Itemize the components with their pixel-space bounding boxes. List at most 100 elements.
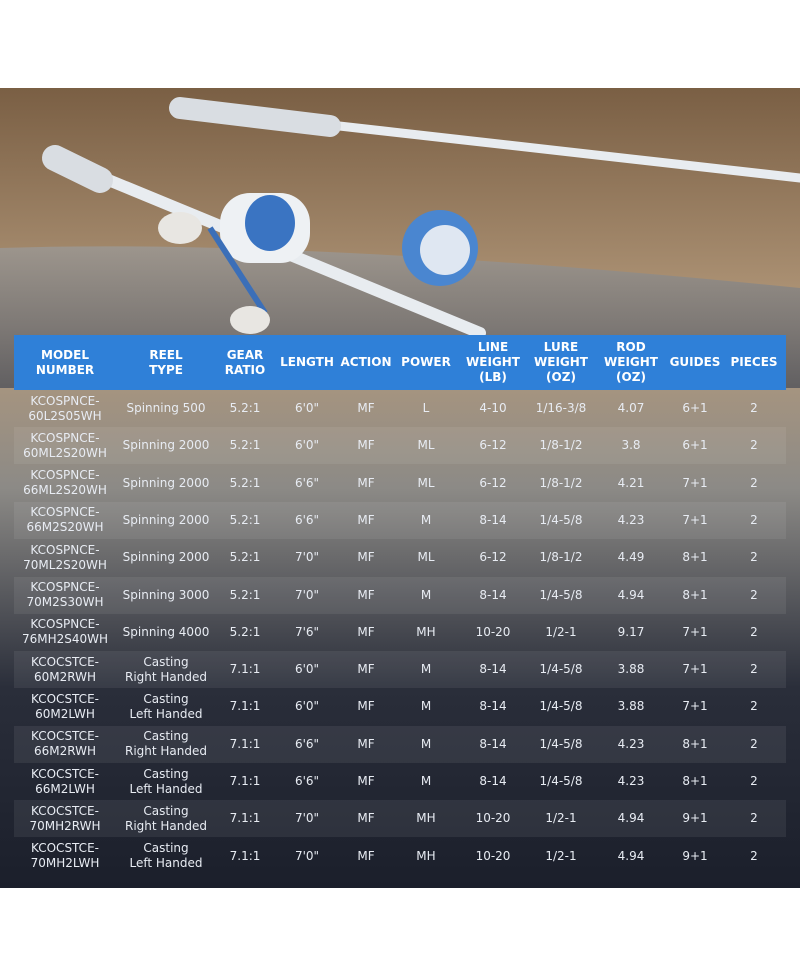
cell-text: 2 [750,662,758,677]
cell-text: M [420,662,432,677]
cell-line: 76MH2S40WH [21,632,109,647]
table-cell: 8-14 [479,502,506,539]
cell-text: MF [357,587,375,602]
cell-text: M [420,699,432,714]
cell-line: LURE [543,340,579,354]
table-cell: 4-10 [479,390,506,427]
table-cell: MF [357,651,374,688]
table-cell: M [421,577,431,614]
table-cell: 1/2-1 [545,838,576,875]
cell-line: 60L2S05WH [28,408,102,423]
cell-line: Spinning 500 [126,401,206,415]
cell-line: NUMBER [35,362,95,377]
cell-text: 6'0" [294,662,320,677]
table-cell: 3.88 [618,651,645,688]
cell-text: 8-14 [479,774,507,788]
cell-text: MF [357,438,375,453]
table-row: KCOSPNCE- 60L2S05WH Spinning 500 5.2:1 6'0" M… [14,390,786,427]
cell-line: 70M2S30WH [26,595,104,609]
cell-text: 2 [750,811,758,826]
cell-line: (OZ) [546,370,576,384]
table-cell: 4.21 [618,465,645,502]
table-cell: MH [416,800,435,837]
table-cell: KCOSPNCE- 66ML2S20WH [23,465,107,502]
table-cell: KCOCSTCE- 70MH2RWH [29,800,100,837]
table-cell: 1/4-5/8 [540,763,583,800]
cell-line: Casting [143,654,189,669]
cell-text: 7.1:1 [229,811,261,826]
cell-text: MH [416,624,436,639]
cell-text: 8-14 [479,699,507,714]
table-cell: 5.2:1 [230,502,261,539]
table-cell: Casting Right Handed [125,726,207,763]
table-cell: 6'6" [295,465,319,502]
table-cell: Casting Right Handed [125,651,207,688]
table-cell: 1/2-1 [545,800,576,837]
table-cell: 10-20 [476,614,511,651]
table-cell: 1/4-5/8 [540,726,583,763]
cell-text: 1/8-1/2 [539,475,583,490]
table-cell: 1/8-1/2 [540,539,583,576]
table-cell: 6'6" [295,502,319,539]
cell-text: M [420,512,432,527]
cell-line: ACTION [340,355,392,369]
cell-text: 7.1:1 [229,736,261,751]
cell-text: MF [357,624,375,639]
table-cell: Spinning 4000 [123,614,210,651]
table-cell: 1/16-3/8 [536,390,587,427]
cell-text: 5.2:1 [229,438,261,453]
cell-text: 7.1:1 [229,662,261,677]
cell-line: Spinning 4000 [122,624,210,639]
cell-text: 1/8-1/2 [539,550,583,565]
cell-text: 6-12 [479,475,507,490]
table-cell: 1/4-5/8 [540,651,583,688]
table-cell: 5.2:1 [230,539,261,576]
table-cell: 7.1:1 [230,763,261,800]
table-cell: ML [417,539,434,576]
table-cell: ML [417,427,434,464]
table-header: MODEL NUMBER REEL TYPE GEAR RATIO LENGTH ACTION… [14,335,786,390]
table-cell: 8-14 [479,726,506,763]
cell-text: 6'6" [294,774,320,788]
cell-text: 7'0" [294,550,320,565]
table-row: KCOCSTCE- 66M2RWH Casting Right Handed 7.1:1… [14,725,786,763]
cell-text: 4.94 [617,848,645,863]
cell-text: 9.17 [617,624,645,639]
table-cell: 4.49 [618,539,645,576]
table-cell: 2 [750,502,758,539]
table-cell: 7.1:1 [230,651,261,688]
table-cell: 6'0" [295,427,319,464]
cell-text: 2 [750,699,758,714]
table-cell: REEL TYPE [149,335,183,390]
cell-text: 2 [750,401,758,415]
cell-text: 8+1 [682,774,708,788]
cell-text: 10-20 [475,624,511,639]
table-cell: 2 [750,763,758,800]
cell-text: 4.23 [617,512,645,527]
cell-text: ML [417,438,435,453]
cell-text: 1/2-1 [545,811,577,826]
table-cell: 6-12 [479,427,506,464]
table-cell: MF [357,427,374,464]
cell-text: 4.23 [617,774,645,788]
table-cell: KCOSPNCE- 70M2S30WH [26,577,103,614]
cell-text: 2 [750,512,758,527]
cell-text: M [420,587,432,602]
cell-line: 66M2S20WH [26,520,104,535]
cell-text: 2 [750,736,758,751]
cell-text: MF [357,401,375,415]
table-cell: 8-14 [479,688,506,725]
cell-text: 4.94 [617,811,645,826]
table-cell: 4.94 [618,800,645,837]
table-cell: MH [416,614,435,651]
cell-line: Right Handed [124,744,208,759]
table-cell: 6'0" [295,651,319,688]
cell-text: 8-14 [479,736,507,751]
cell-line: KCOSPNCE- [30,542,100,557]
table-cell: L [423,390,430,427]
table-cell: 5.2:1 [230,465,261,502]
table-cell: 2 [750,800,758,837]
cell-line: Casting [143,691,189,706]
cell-text: 8+1 [682,550,708,565]
